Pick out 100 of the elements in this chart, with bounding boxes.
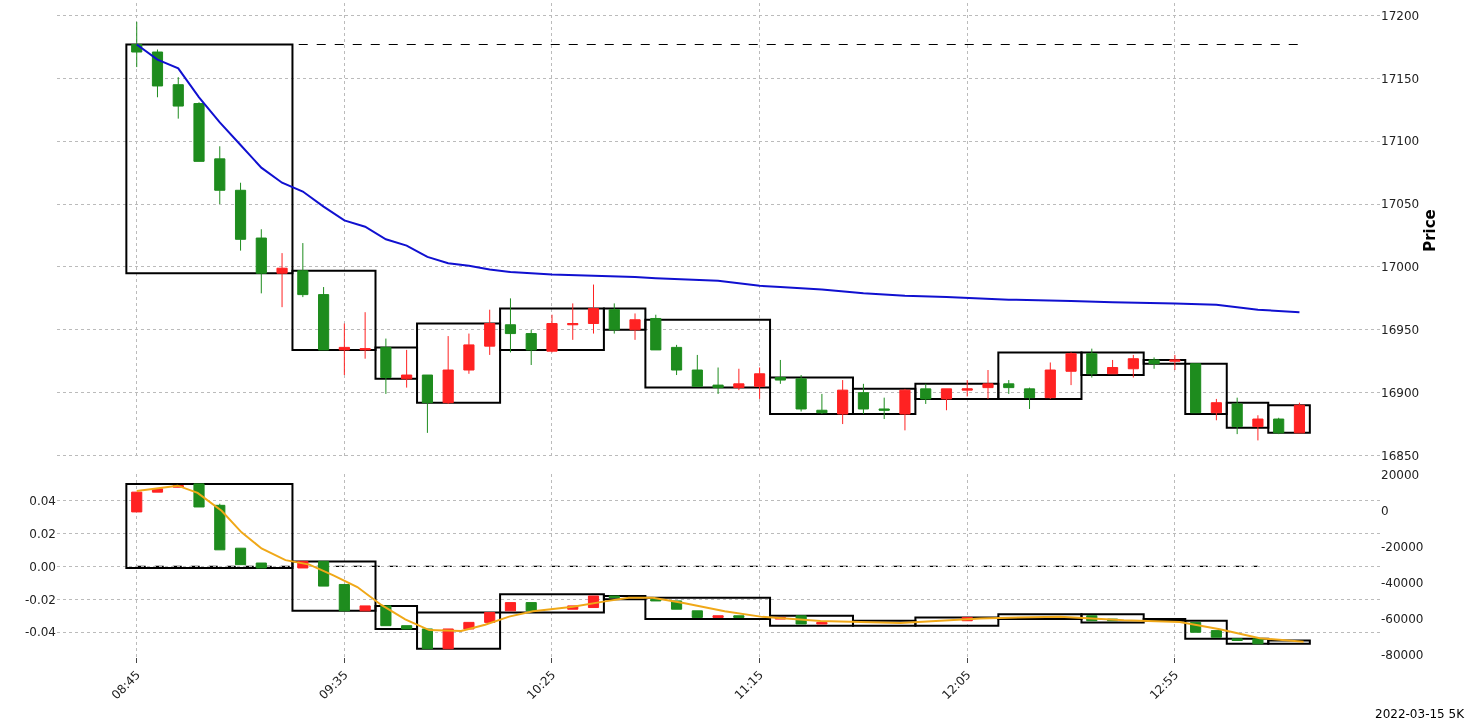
candlestick [878,397,890,420]
candlestick [172,76,184,120]
candlestick [546,314,558,353]
candlestick [131,491,143,513]
candlestick [442,335,454,405]
candlestick [650,314,662,351]
candlestick [338,583,350,612]
candlestick [504,602,517,612]
candlestick [1107,359,1119,375]
candlestick [401,625,413,630]
candlestick [255,562,267,569]
candlestick [525,329,537,366]
y2-tick-label: 0 [1381,503,1389,518]
candlestick [1023,387,1036,410]
text: 2022-03-15 5K [1375,707,1466,721]
candlestick [567,302,579,341]
candlestick [214,503,226,551]
candlestick [151,49,164,98]
candlestick [1148,356,1160,370]
candlestick [318,286,330,351]
y-tick-label: 17100 [1381,134,1420,149]
candlestick [1210,398,1222,421]
candlestick [234,547,247,566]
y-tick-label: 17000 [1381,260,1420,275]
candlestick [816,621,828,625]
candlestick [899,388,911,431]
candlestick [587,284,600,335]
y-tick-label: 16900 [1381,385,1420,400]
candlestick [359,311,371,360]
candlestick [463,333,475,375]
y2-tick-label: -20000 [1381,539,1424,554]
candlestick [1231,638,1243,642]
candlestick [442,628,454,650]
candlestick [1127,354,1139,379]
candlestick [670,344,683,376]
candlestick [1293,402,1306,434]
y-tick-label: 17200 [1381,8,1420,23]
candlestick [214,145,226,205]
candlestick [1065,351,1077,386]
y2-tick-label: -40000 [1381,575,1424,590]
candlestick [1231,397,1243,435]
y-tick-label: 0.02 [29,526,56,541]
candlestick [1044,361,1056,400]
candlestick [484,309,496,356]
candlestick [691,354,703,387]
candlestick [276,252,288,308]
candlestick [359,605,371,612]
candlestick [525,602,537,612]
candlestick [774,359,786,385]
candlestick [857,383,870,415]
line-series [135,43,1301,314]
candlestick [1273,417,1285,435]
candlestick [712,367,724,395]
y-tick-label: -0.04 [24,625,56,640]
candlestick [1003,379,1015,395]
candlestick [380,605,392,627]
candlestick [297,242,309,298]
candlestick [401,349,413,389]
candlestick [691,610,703,618]
candlestick [608,595,620,599]
candlestick [920,383,932,405]
candlestick [193,101,205,162]
candlestick [504,297,517,353]
candlestick [234,182,247,252]
candlestick [380,338,392,395]
candlestick [712,615,724,618]
candlestick [1252,414,1264,441]
candlestick [733,615,745,618]
y-tick-label: 17150 [1381,71,1420,86]
candlestick [1086,348,1098,379]
y-axis-title: Price [1421,209,1440,252]
candlestick [837,379,849,425]
candlestick [961,379,973,397]
candlestick [795,374,807,412]
candlestick [816,393,828,415]
candlestick [1169,354,1181,371]
candlestick [733,368,745,391]
y2-tick-label: -60000 [1381,611,1424,626]
candlestick [629,312,641,341]
y-tick-label: 0.04 [29,493,56,508]
y2-tick-label: 20000 [1381,468,1420,483]
candlestick [982,369,994,400]
candlestick [1190,363,1202,414]
y-tick-label: 16950 [1381,323,1420,337]
y-tick-label: 0.00 [29,559,56,574]
candlestick [1210,630,1222,638]
candlestick [940,388,953,411]
candlestick [754,367,766,400]
y-tick-label: -0.02 [24,592,56,607]
candlestick [131,21,143,68]
candlestick [338,323,350,376]
y2-tick-label: -80000 [1381,647,1424,662]
candlestick [255,228,267,294]
candlestick [421,628,433,650]
line-series [135,484,1305,643]
candlestick [1252,638,1264,645]
candlestick [318,560,330,587]
y-tick-label: 17050 [1381,197,1420,212]
candlestick [608,302,620,335]
candlestick [421,374,433,434]
